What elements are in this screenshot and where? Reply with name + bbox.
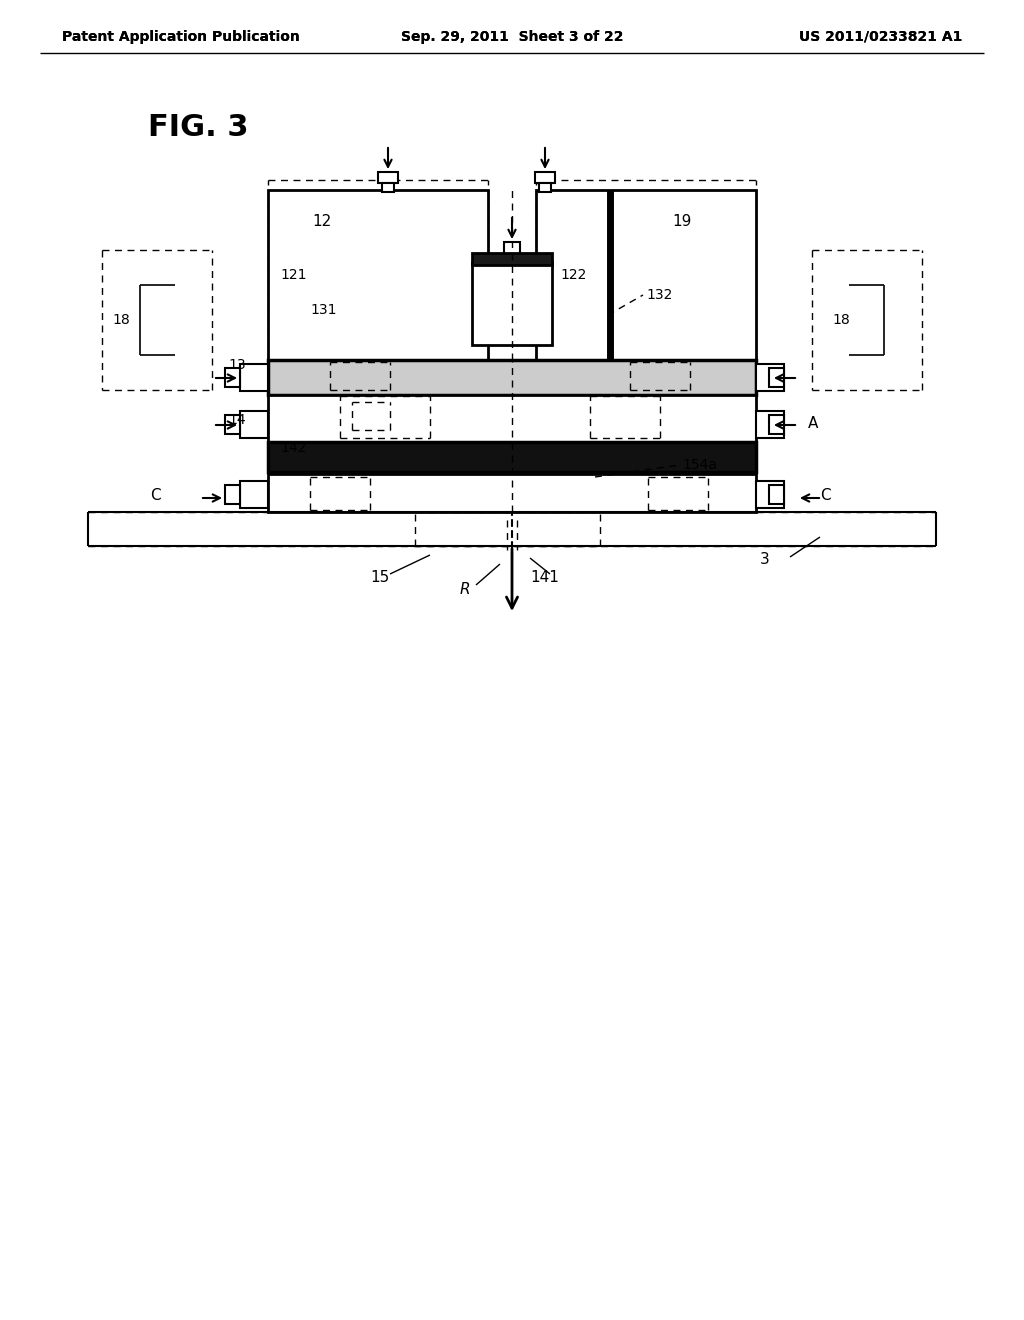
Bar: [268, 360, 756, 395]
Text: 12: 12: [312, 214, 331, 230]
Bar: [539, 183, 551, 191]
Text: FIG. 3: FIG. 3: [148, 114, 249, 143]
Bar: [268, 442, 756, 473]
Text: C: C: [820, 488, 830, 503]
Bar: [268, 474, 756, 512]
Bar: [756, 411, 784, 438]
Text: Sep. 29, 2011  Sheet 3 of 22: Sep. 29, 2011 Sheet 3 of 22: [400, 30, 624, 44]
Text: Patent Application Publication: Patent Application Publication: [62, 30, 300, 44]
Bar: [504, 242, 520, 255]
Bar: [756, 480, 784, 508]
Text: 122: 122: [560, 268, 587, 282]
Bar: [769, 414, 784, 434]
Text: 132: 132: [646, 288, 673, 302]
Bar: [535, 172, 555, 183]
Text: 14: 14: [228, 413, 246, 426]
Text: Sep. 29, 2011  Sheet 3 of 22: Sep. 29, 2011 Sheet 3 of 22: [400, 30, 624, 44]
Bar: [756, 364, 784, 391]
Text: 121: 121: [280, 268, 306, 282]
Text: 131: 131: [310, 304, 337, 317]
Text: US 2011/0233821 A1: US 2011/0233821 A1: [799, 30, 962, 44]
Text: 3: 3: [760, 553, 770, 568]
Text: US 2011/0233821 A1: US 2011/0233821 A1: [799, 30, 962, 44]
Text: R: R: [460, 582, 471, 598]
Bar: [268, 190, 488, 360]
Text: A: A: [808, 417, 818, 432]
Text: 18: 18: [112, 313, 130, 327]
Bar: [240, 364, 268, 391]
Bar: [268, 360, 756, 395]
Text: Patent Application Publication: Patent Application Publication: [62, 30, 300, 44]
Bar: [240, 411, 268, 438]
Bar: [536, 190, 756, 360]
Bar: [382, 183, 394, 191]
Bar: [225, 368, 240, 387]
Text: C: C: [150, 488, 161, 503]
Text: 141: 141: [530, 570, 559, 586]
Bar: [225, 414, 240, 434]
Bar: [472, 261, 552, 345]
Bar: [225, 484, 240, 504]
Bar: [500, 253, 524, 261]
Text: 154a: 154a: [682, 458, 717, 473]
Bar: [769, 368, 784, 387]
Bar: [268, 395, 756, 442]
Text: 142: 142: [280, 441, 306, 455]
Bar: [378, 172, 398, 183]
Text: 15: 15: [370, 570, 389, 586]
Bar: [472, 253, 552, 265]
Bar: [769, 484, 784, 504]
Bar: [240, 480, 268, 508]
Text: 18: 18: [831, 313, 850, 327]
Text: 19: 19: [672, 214, 691, 230]
Text: 13: 13: [228, 358, 246, 372]
